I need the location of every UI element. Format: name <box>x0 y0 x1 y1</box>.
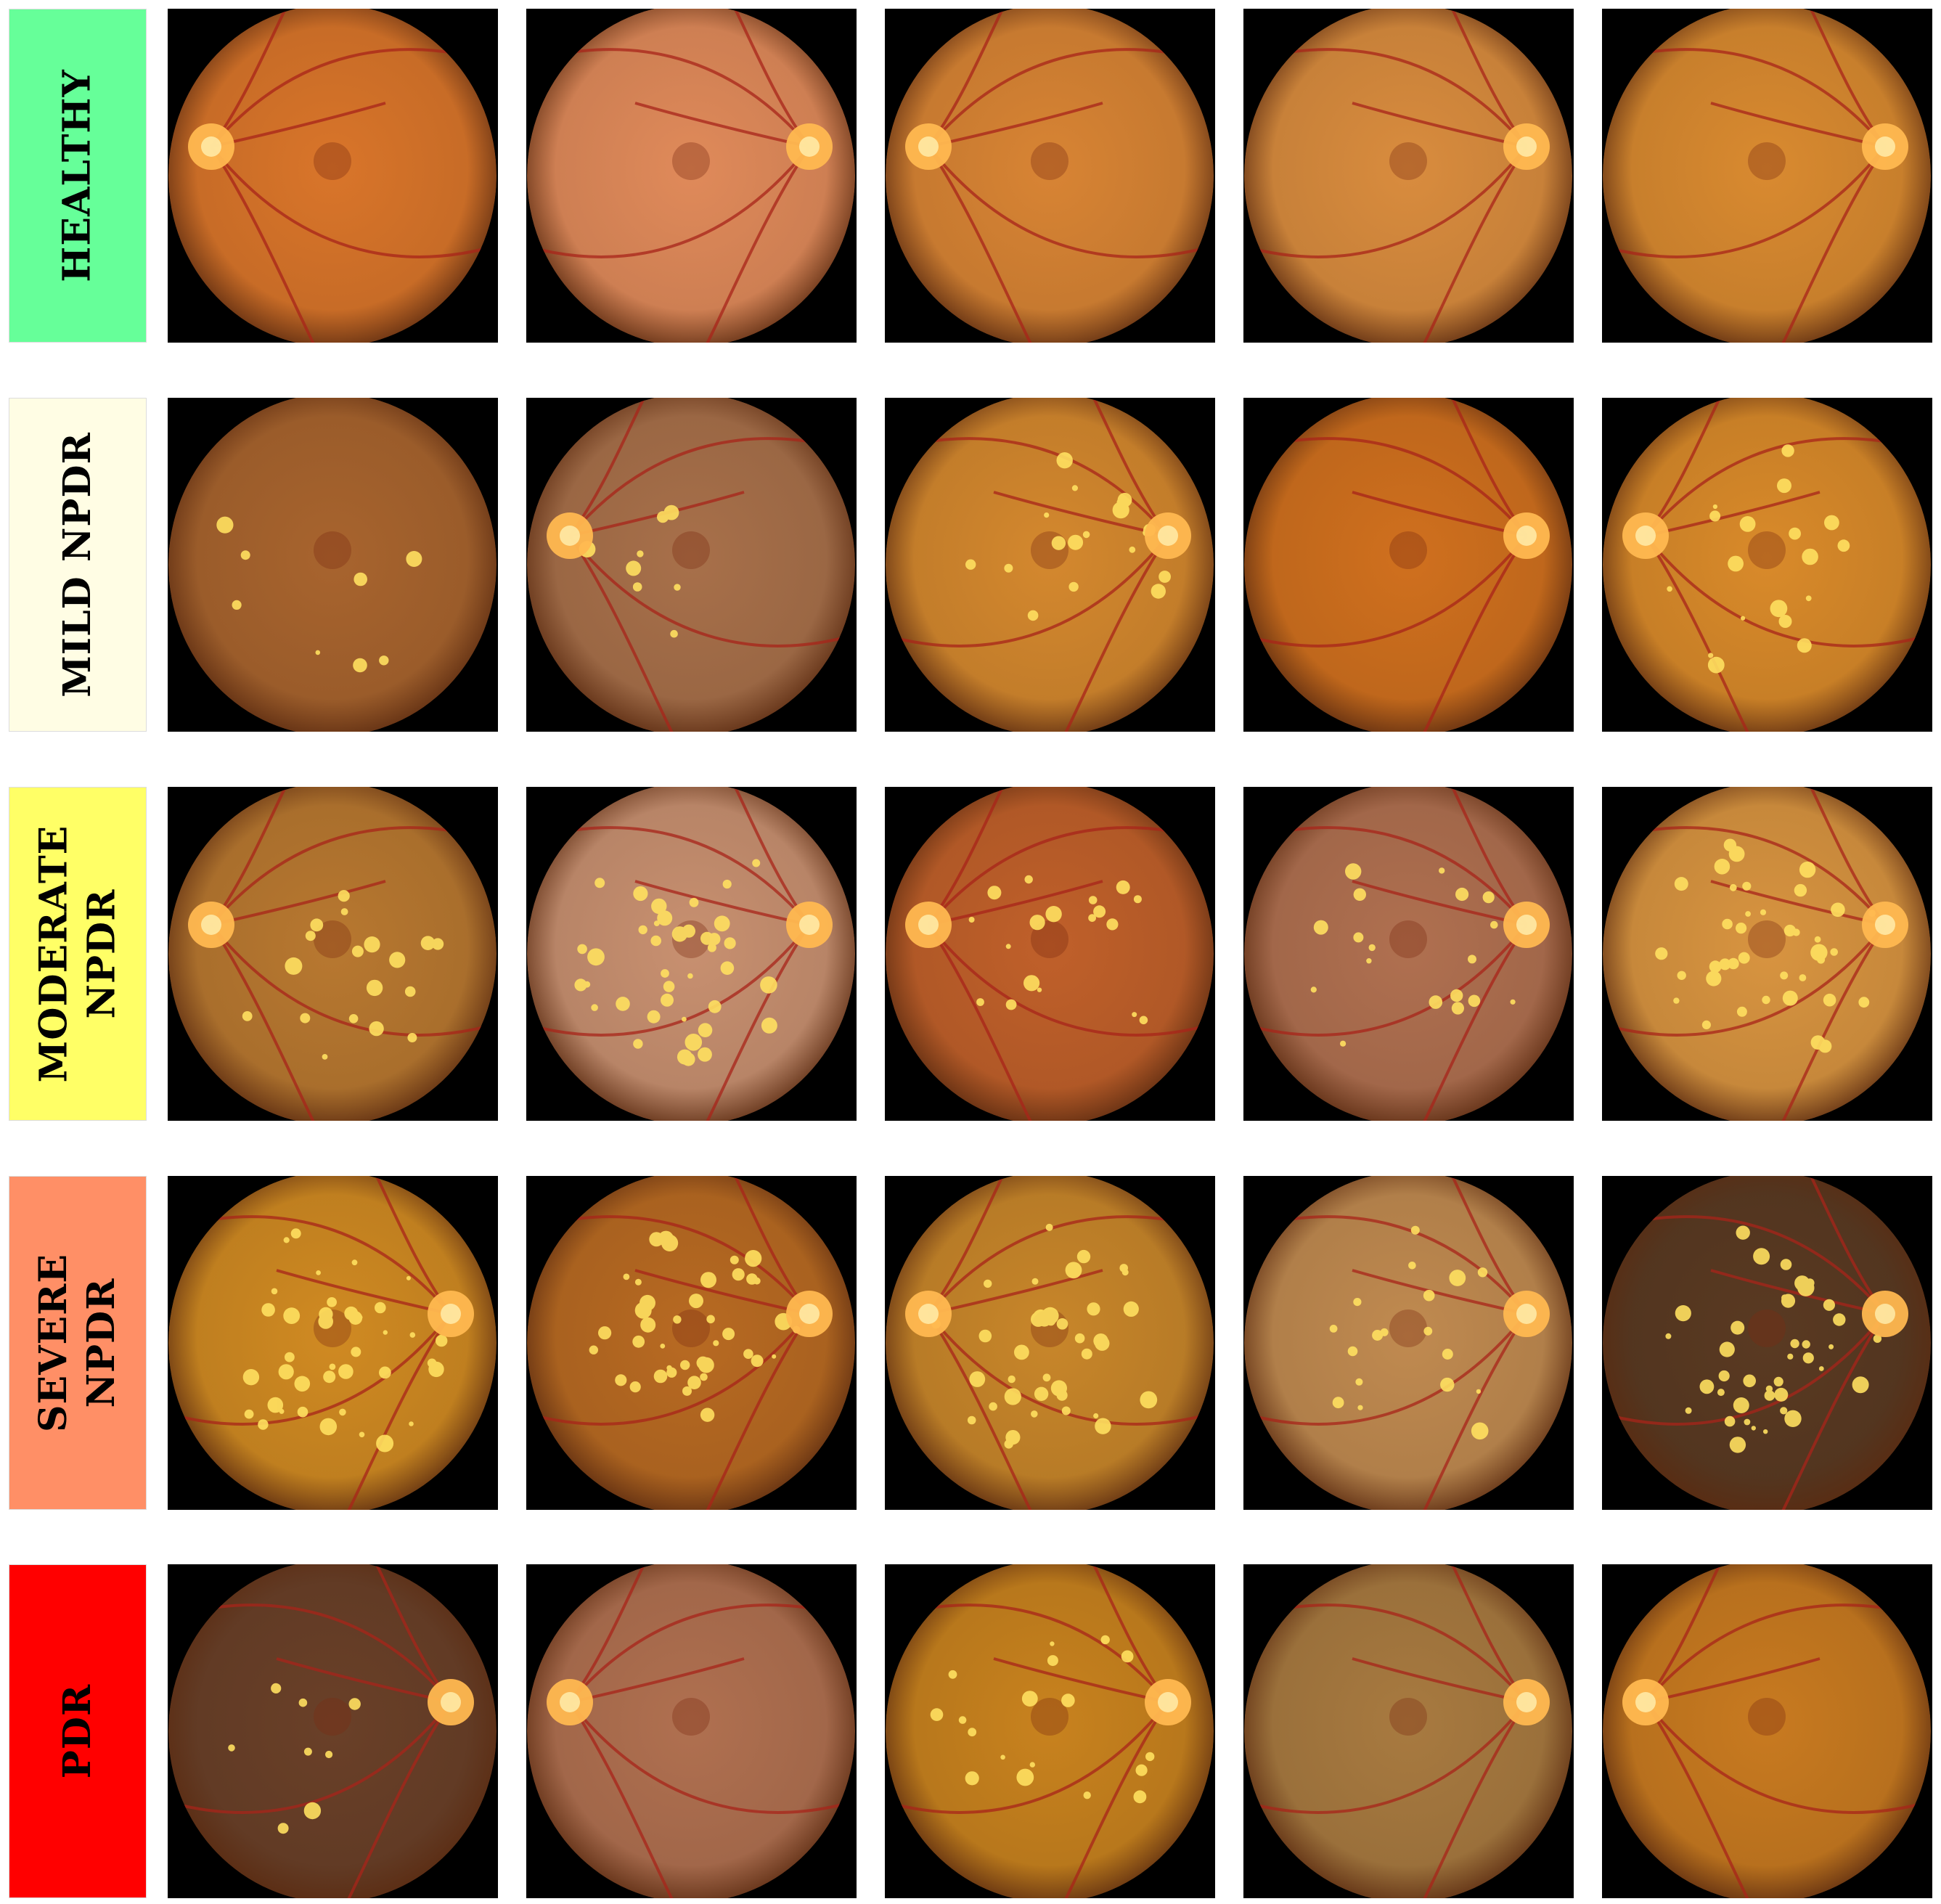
grade-label-text: MILD NPDR <box>55 432 99 698</box>
fundus-image <box>526 1176 857 1510</box>
fundus-image <box>885 9 1215 343</box>
grade-label: PDR <box>9 1564 147 1898</box>
macula <box>1031 142 1068 180</box>
macula <box>672 1698 710 1736</box>
grade-label-text: PDR <box>54 1683 99 1779</box>
macula <box>1389 142 1427 180</box>
fundus-image <box>526 1564 857 1898</box>
blood-vessels <box>1609 1176 1887 1510</box>
retina-fundus <box>886 1176 1214 1510</box>
macula <box>314 1698 351 1736</box>
retina-fundus <box>527 1564 855 1898</box>
blood-vessels <box>927 9 1205 343</box>
macula <box>314 531 351 569</box>
exudate-lesions <box>228 1683 361 1834</box>
fundus-image <box>885 1564 1215 1898</box>
grade-row: HEALTHY <box>0 9 1941 343</box>
fundus-image <box>168 1564 498 1898</box>
macula <box>1748 1698 1786 1736</box>
grade-row: MODERATE NPDR <box>0 787 1941 1121</box>
fundus-image <box>1243 1564 1574 1898</box>
macula <box>1748 920 1786 958</box>
exudate-lesions <box>968 875 1148 1025</box>
grade-label-text: SEVERE NPDR <box>31 1253 123 1433</box>
exudate-lesions <box>216 516 422 673</box>
macula <box>1389 1309 1427 1347</box>
macula <box>1748 531 1786 569</box>
fundus-image <box>168 1176 498 1510</box>
retina-fundus <box>527 398 855 732</box>
grade-row: PDR <box>0 1564 1941 1898</box>
fundus-image <box>1602 787 1932 1121</box>
grade-row: MILD NPDR <box>0 398 1941 732</box>
exudate-lesions <box>1329 1225 1489 1440</box>
macula <box>1389 531 1427 569</box>
retina-fundus <box>1603 398 1931 732</box>
blood-vessels <box>533 787 811 1121</box>
macula <box>672 531 710 569</box>
exudate-lesions <box>1310 863 1516 1047</box>
macula <box>672 142 710 180</box>
exudate-lesions <box>574 859 777 1066</box>
fundus-image <box>168 787 498 1121</box>
blood-vessels <box>1609 787 1887 1121</box>
fundus-image <box>1602 398 1932 732</box>
exudate-lesions <box>242 890 444 1060</box>
exudate-lesions <box>1665 1225 1882 1453</box>
fundus-image <box>168 9 498 343</box>
fundus-image <box>1243 1176 1574 1510</box>
exudate-lesions <box>242 1228 448 1452</box>
macula <box>314 142 351 180</box>
retina-fundus <box>1603 1564 1931 1898</box>
exudate-lesions <box>930 1635 1155 1804</box>
macula <box>1031 531 1068 569</box>
macula <box>1031 1698 1068 1736</box>
macula <box>1748 142 1786 180</box>
fundus-image <box>526 9 857 343</box>
fundus-image <box>526 398 857 732</box>
retina-fundus <box>886 787 1214 1121</box>
grade-label: MILD NPDR <box>9 398 147 732</box>
fundus-image <box>885 398 1215 732</box>
grade-label: HEALTHY <box>9 9 147 343</box>
blood-vessels <box>1644 1564 1922 1898</box>
exudate-lesions <box>965 452 1171 621</box>
fundus-image <box>1602 1176 1932 1510</box>
fundus-image <box>1602 1564 1932 1898</box>
blood-vessels <box>927 1176 1205 1510</box>
grade-label-text: HEALTHY <box>55 69 100 282</box>
macula <box>1031 920 1068 958</box>
macula <box>1389 920 1427 958</box>
macula <box>672 1309 710 1347</box>
macula <box>1389 1698 1427 1736</box>
exudate-lesions <box>589 1230 801 1422</box>
macula <box>1748 1309 1786 1347</box>
fundus-image <box>885 787 1215 1121</box>
fundus-image <box>1243 398 1574 732</box>
exudate-lesions <box>1667 444 1850 674</box>
fundus-image <box>1243 9 1574 343</box>
exudate-lesions <box>1655 838 1876 1053</box>
fundus-image <box>168 398 498 732</box>
retina-fundus <box>168 398 497 732</box>
fundus-image <box>526 787 857 1121</box>
grade-label: SEVERE NPDR <box>9 1176 147 1510</box>
fundus-image <box>1243 787 1574 1121</box>
retina-fundus <box>168 9 497 343</box>
blood-vessels <box>1250 398 1528 732</box>
blood-vessels <box>533 9 811 343</box>
fundus-image <box>885 1176 1215 1510</box>
grade-label-text: MODERATE NPDR <box>31 825 124 1083</box>
retina-fundus <box>886 9 1214 343</box>
macula <box>314 920 351 958</box>
fundus-image <box>1602 9 1932 343</box>
exudate-lesions <box>931 1223 1158 1449</box>
grade-row: SEVERE NPDR <box>0 1176 1941 1510</box>
grade-label: MODERATE NPDR <box>9 787 147 1121</box>
